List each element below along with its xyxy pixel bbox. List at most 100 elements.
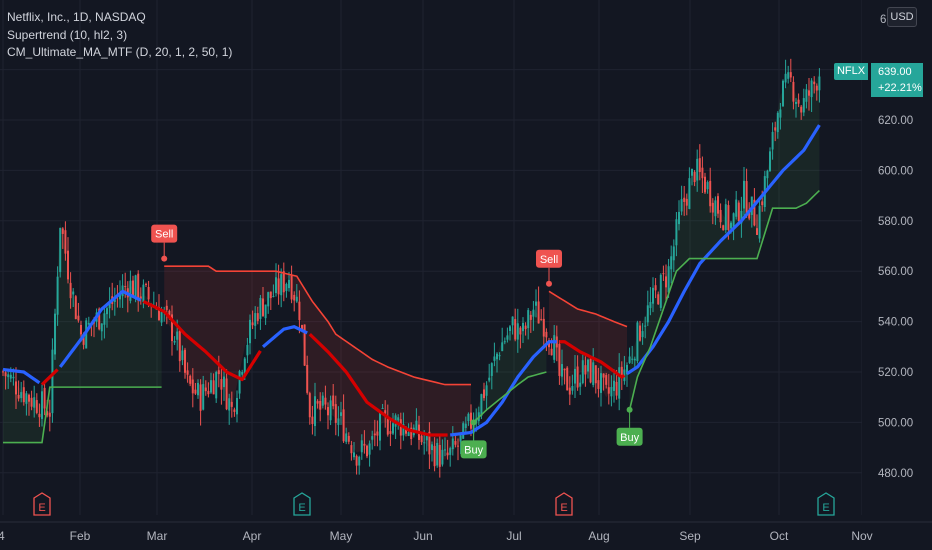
- sell-signal[interactable]: Sell: [151, 224, 178, 262]
- earnings-marker[interactable]: E: [817, 492, 835, 516]
- candle-body: [524, 325, 527, 330]
- candle-body: [654, 285, 657, 291]
- price-tick-label: 620.00: [878, 115, 913, 127]
- candle-body: [649, 301, 652, 309]
- candle-body: [298, 301, 301, 321]
- candle-body: [22, 387, 25, 403]
- candle-body: [147, 286, 150, 300]
- earnings-marker[interactable]: E: [33, 492, 51, 516]
- candle-body: [277, 278, 280, 295]
- candle-body: [59, 227, 62, 273]
- candle-body: [717, 196, 719, 214]
- candle-body: [67, 250, 69, 280]
- price-tick-label: 500.00: [878, 417, 913, 429]
- moving-average-line: [2, 124, 821, 437]
- candle-body: [238, 371, 241, 394]
- candle-body: [701, 167, 704, 179]
- indicator-supertrend-label[interactable]: Supertrend (10, hl2, 3): [7, 27, 128, 42]
- price-tick-label: 600.00: [878, 165, 913, 177]
- candle-body: [178, 330, 181, 362]
- candle-body: [449, 448, 452, 455]
- buy-signal[interactable]: Buy: [460, 419, 487, 459]
- candle-body: [485, 385, 488, 396]
- candle-body: [129, 280, 132, 301]
- earnings-icon: E: [560, 502, 567, 514]
- candle-body: [402, 424, 405, 436]
- candle-body: [568, 387, 571, 395]
- candle-body: [282, 271, 285, 293]
- sell-signal[interactable]: Sell: [536, 249, 562, 287]
- candle-body: [696, 158, 699, 181]
- symbol-title[interactable]: Netflix, Inc., 1D, NASDAQ: [7, 10, 146, 24]
- ma-segment: [142, 300, 262, 382]
- candle-body: [197, 382, 199, 396]
- candle-body: [490, 363, 493, 376]
- candle-body: [33, 397, 36, 408]
- time-tick-label: Mar: [147, 529, 168, 543]
- candle-body: [256, 313, 259, 321]
- candle-body: [241, 372, 244, 375]
- candle-body: [623, 369, 626, 382]
- candle-body: [425, 436, 428, 441]
- buy-signal[interactable]: Buy: [616, 406, 643, 446]
- candle-body: [584, 365, 587, 375]
- currency-button[interactable]: USD: [887, 7, 917, 27]
- candle-body: [207, 390, 210, 395]
- candle-body: [314, 396, 316, 427]
- candle-body: [251, 322, 254, 326]
- candle-body: [459, 435, 462, 442]
- candle-body: [698, 158, 701, 173]
- candle-body: [158, 307, 160, 321]
- candle-body: [597, 380, 600, 389]
- candle-body: [345, 433, 348, 442]
- candle-body: [574, 368, 576, 384]
- candle-body: [321, 395, 324, 406]
- candle-body: [137, 273, 140, 301]
- candle-body: [319, 401, 322, 410]
- candle-body: [761, 201, 764, 206]
- candle-body: [100, 323, 103, 332]
- candle-body: [280, 274, 283, 296]
- candle-body: [366, 445, 368, 457]
- candle-body: [795, 102, 797, 104]
- candle-body: [80, 324, 82, 335]
- candle-body: [558, 343, 561, 376]
- candle-body: [98, 308, 101, 330]
- candle-body: [269, 291, 272, 299]
- candle-body: [371, 436, 374, 440]
- candle-body: [30, 397, 33, 407]
- candle-body: [379, 412, 381, 441]
- supertrend-segment: [548, 290, 628, 328]
- indicator-ma-label[interactable]: CM_Ultimate_MA_MTF (D, 20, 1, 2, 50, 1): [7, 45, 233, 59]
- candle-body: [332, 395, 335, 407]
- supertrend-segment: [164, 265, 471, 386]
- candle-body: [662, 273, 665, 275]
- candle-body: [776, 112, 779, 133]
- supertrend-fill-zone: [164, 266, 471, 461]
- candle-body: [43, 387, 46, 409]
- candle-body: [514, 319, 517, 340]
- candle-body: [457, 445, 459, 447]
- candle-body: [493, 356, 496, 361]
- candle-body: [659, 274, 662, 308]
- candle-body: [327, 407, 329, 416]
- candle-body: [602, 373, 605, 378]
- candle-body: [381, 407, 384, 409]
- time-tick-label: Aug: [588, 529, 609, 543]
- candle-body: [324, 397, 327, 405]
- candle-body: [680, 199, 683, 212]
- candle-body: [516, 323, 519, 340]
- candle-body: [610, 386, 613, 397]
- candle-body: [789, 72, 792, 78]
- candle-body: [181, 350, 184, 361]
- price-tick-label: 520.00: [878, 367, 913, 379]
- candle-body: [550, 348, 553, 356]
- earnings-marker[interactable]: E: [293, 492, 311, 516]
- earnings-marker[interactable]: E: [555, 492, 573, 516]
- candle-body: [771, 131, 774, 150]
- candle-body: [792, 81, 795, 102]
- candle-body: [363, 443, 366, 446]
- candle-body: [675, 219, 678, 246]
- candle-body: [509, 326, 511, 331]
